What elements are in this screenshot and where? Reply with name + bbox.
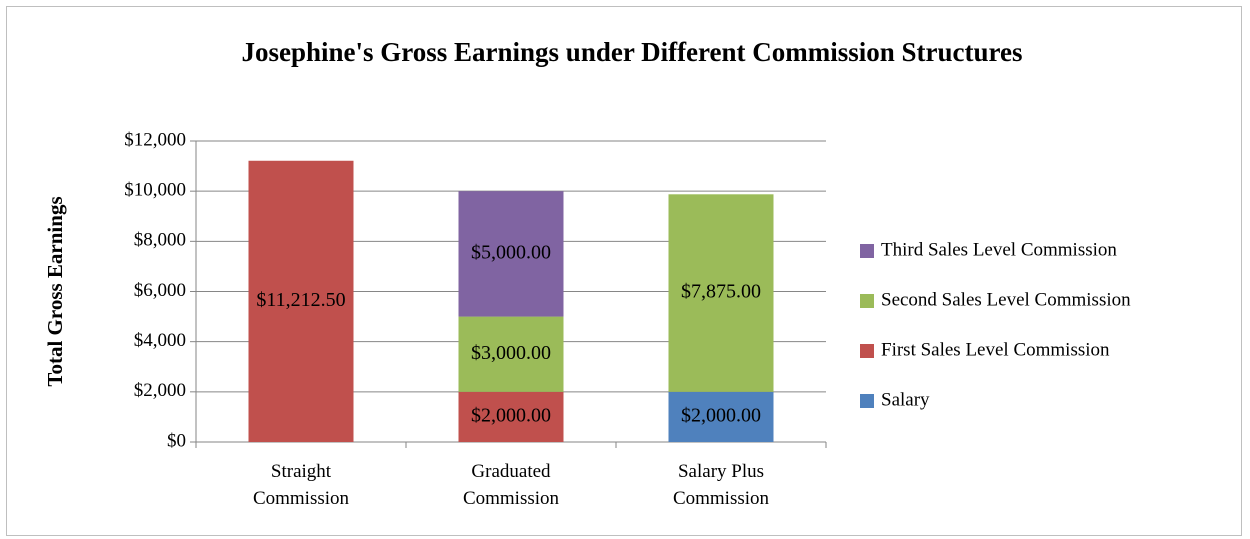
y-tick-label: $10,000 [124, 180, 186, 201]
x-tick-label: Straight Commission [252, 461, 350, 509]
legend-swatch [860, 344, 874, 358]
legend-label: First Sales Level Commission [881, 339, 1110, 360]
bar-segment [668, 194, 774, 392]
data-label: $2,000.00 [471, 405, 551, 427]
bar-segment [668, 391, 774, 442]
legend-label: Salary [881, 389, 930, 410]
legend-label: Third Sales Level Commission [881, 239, 1117, 260]
y-tick-label: $4,000 [134, 330, 186, 351]
chart: $0 $2,000 $4,000 $6,000 $8,000 $10,000 $12,000… [43, 129, 1131, 451]
y-tick-label: $0 [167, 430, 186, 451]
bar-segment [458, 316, 564, 392]
chart-frame: Josephine's Gross Earnings under Differe… [6, 6, 1242, 536]
y-tick-label: $2,000 [134, 380, 186, 401]
data-label: $11,212.50 [256, 289, 345, 311]
x-tick-label: Graduated Commission [462, 461, 560, 509]
legend-swatch [860, 244, 874, 258]
x-tick-label: Salary Plus Commission [672, 461, 770, 509]
y-axis-label: Total Gross Earnings [43, 196, 67, 386]
bar-segment [458, 391, 564, 442]
y-tick-label: $8,000 [134, 230, 186, 251]
data-label: $5,000.00 [471, 241, 551, 263]
chart-title: Josephine's Gross Earnings under Differe… [241, 37, 1023, 67]
data-label: $7,875.00 [681, 281, 761, 303]
y-tick-label: $12,000 [124, 129, 186, 150]
data-label: $2,000.00 [681, 405, 761, 427]
legend-swatch [860, 394, 874, 408]
legend-swatch [860, 294, 874, 308]
bar-segment [458, 191, 564, 317]
data-label: $3,000.00 [471, 342, 551, 364]
y-tick-label: $6,000 [134, 280, 186, 301]
legend-label: Second Sales Level Commission [881, 289, 1131, 310]
bar-segment [248, 160, 354, 443]
